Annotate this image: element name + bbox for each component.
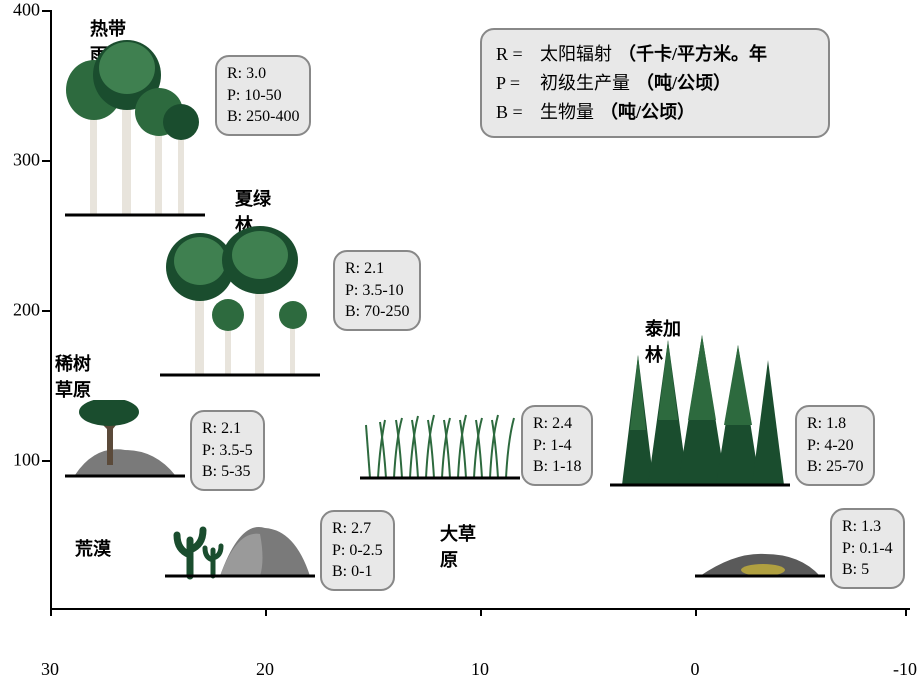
- legend-P-a: 初级生产量: [540, 69, 630, 98]
- y-label-300: 300: [5, 150, 40, 171]
- grassland-icon: [360, 410, 520, 482]
- grassland-data: R: 2.4 P: 1-4 B: 1-18: [521, 405, 593, 486]
- deciduous-data: R: 2.1 P: 3.5-10 B: 70-250: [333, 250, 421, 331]
- legend-R-a: 太阳辐射: [540, 40, 612, 69]
- x-label-10: 10: [471, 659, 489, 680]
- x-label-0: 0: [691, 659, 700, 680]
- legend-R-b: （千卡/平方米。年: [618, 40, 767, 69]
- rainforest-icon: [60, 40, 215, 220]
- taiga-icon: [610, 330, 790, 490]
- desert-icon: [165, 500, 315, 580]
- legend-B-b: （吨/公顷）: [600, 98, 695, 127]
- legend-key-B: B =: [496, 98, 534, 127]
- desert-title: 荒漠: [75, 535, 111, 561]
- x-label-20: 20: [256, 659, 274, 680]
- x-label-30: 30: [41, 659, 59, 680]
- chart-area: 400 300 200 100 30 20 10 0 -10 R =太阳辐射（千…: [50, 10, 910, 650]
- taiga-data: R: 1.8 P: 4-20 B: 25-70: [795, 405, 875, 486]
- legend-B-a: 生物量: [540, 98, 594, 127]
- y-label-400: 400: [5, 0, 40, 21]
- savanna-icon: [65, 400, 185, 480]
- tundra-data: R: 1.3 P: 0.1-4 B: 5: [830, 508, 905, 589]
- legend-key-R: R =: [496, 40, 534, 69]
- tundra-icon: [695, 540, 825, 580]
- rainforest-data: R: 3.0 P: 10-50 B: 250-400: [215, 55, 311, 136]
- y-label-100: 100: [5, 450, 40, 471]
- savanna-data: R: 2.1 P: 3.5-5 B: 5-35: [190, 410, 265, 491]
- y-label-200: 200: [5, 300, 40, 321]
- legend-key-P: P =: [496, 69, 534, 98]
- grassland-title: 大草 原: [440, 520, 476, 572]
- savanna-title: 稀树 草原: [55, 350, 91, 402]
- y-axis: [50, 10, 52, 610]
- x-label-m10: -10: [893, 659, 917, 680]
- deciduous-icon: [150, 225, 330, 380]
- desert-data: R: 2.7 P: 0-2.5 B: 0-1: [320, 510, 395, 591]
- legend-P-b: （吨/公顷）: [636, 69, 731, 98]
- legend-box: R =太阳辐射（千卡/平方米。年 P =初级生产量（吨/公顷） B =生物量（吨…: [480, 28, 830, 138]
